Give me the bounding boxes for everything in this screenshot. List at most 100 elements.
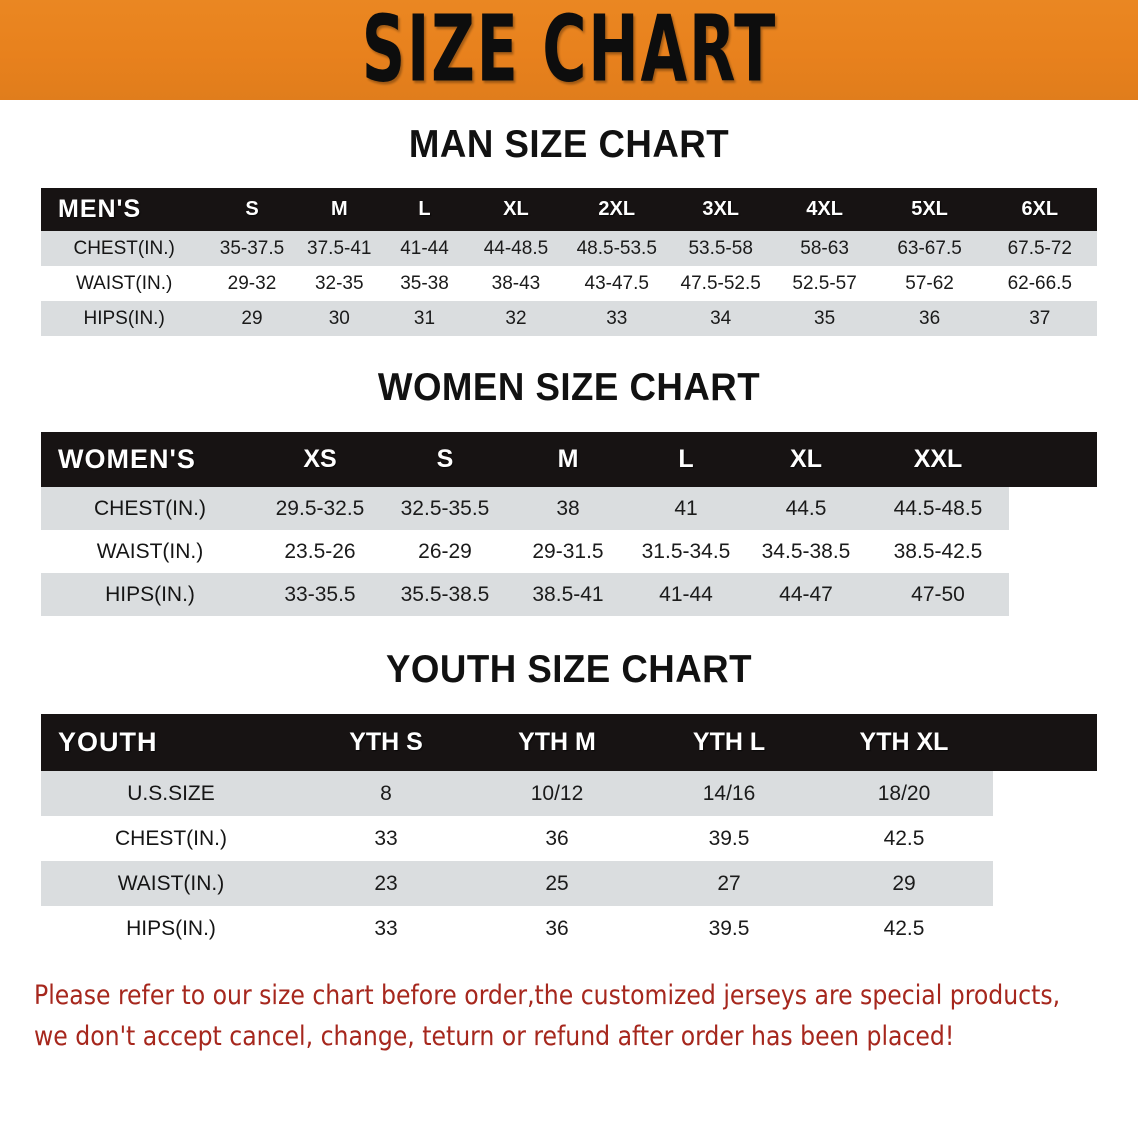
row-label-chest: CHEST(IN.) xyxy=(41,487,259,530)
col-header-yth-s: YTH S xyxy=(349,728,423,756)
cell: 67.5-72 xyxy=(982,231,1097,266)
cell: 38.5-42.5 xyxy=(867,530,1009,573)
col-header-xs: XS xyxy=(303,445,337,473)
row-label-us-size: U.S.SIZE xyxy=(41,771,301,816)
cell: 29-32 xyxy=(207,266,297,301)
cell: 38 xyxy=(509,487,627,530)
cell: 26-29 xyxy=(381,530,509,573)
cell: 18/20 xyxy=(815,771,993,816)
cell: 33-35.5 xyxy=(259,573,381,616)
page-title: SIZE CHART xyxy=(361,0,777,104)
cell: 39.5 xyxy=(643,906,815,951)
col-header-2xl: 2XL xyxy=(598,198,636,220)
table-row: HIPS(IN.) 33-35.5 35.5-38.5 38.5-41 41-4… xyxy=(41,573,1097,616)
disclaimer-line-2: we don't accept cancel, change, teturn o… xyxy=(34,1021,955,1053)
men-corner-label: MEN'S xyxy=(58,195,142,223)
table-row: CHEST(IN.) 33 36 39.5 42.5 xyxy=(41,816,1097,861)
col-header-s: S xyxy=(436,445,454,473)
col-header-yth-xl: YTH XL xyxy=(859,728,949,756)
cell: 25 xyxy=(471,861,643,906)
cell: 47-50 xyxy=(867,573,1009,616)
col-header-4xl: 4XL xyxy=(806,198,843,220)
cell: 30 xyxy=(296,301,382,336)
cell: 29.5-32.5 xyxy=(259,487,381,530)
col-header-m: M xyxy=(330,198,348,220)
table-header-row: WOMEN'S XS S M L XL XXL xyxy=(41,432,1097,487)
cell-spacer xyxy=(993,861,1097,906)
cell-spacer xyxy=(993,906,1097,951)
cell-spacer xyxy=(1009,530,1097,573)
man-size-table: MEN'S S M L XL 2XL 3XL 4XL 5XL 6XL CHEST… xyxy=(41,188,1097,336)
cell: 33 xyxy=(301,906,471,951)
col-header-l: L xyxy=(418,198,431,220)
table-header-row: MEN'S S M L XL 2XL 3XL 4XL 5XL 6XL xyxy=(41,188,1097,231)
cell: 48.5-53.5 xyxy=(564,231,669,266)
row-label-hips: HIPS(IN.) xyxy=(41,906,301,951)
col-header-6xl: 6XL xyxy=(1021,198,1059,220)
cell: 35-37.5 xyxy=(207,231,297,266)
row-label-waist: WAIST(IN.) xyxy=(41,861,301,906)
cell-spacer xyxy=(1009,487,1097,530)
cell: 44-47 xyxy=(745,573,867,616)
row-label-chest: CHEST(IN.) xyxy=(41,816,301,861)
table-row: CHEST(IN.) 29.5-32.5 32.5-35.5 38 41 44.… xyxy=(41,487,1097,530)
cell: 47.5-52.5 xyxy=(668,266,773,301)
cell: 58-63 xyxy=(772,231,877,266)
row-label-waist: WAIST(IN.) xyxy=(41,266,208,301)
table-row: U.S.SIZE 8 10/12 14/16 18/20 xyxy=(41,771,1097,816)
cell: 35-38 xyxy=(381,266,468,301)
cell: 38-43 xyxy=(467,266,565,301)
col-header-s: S xyxy=(245,198,259,220)
cell: 41 xyxy=(627,487,745,530)
youth-size-table: YOUTH YTH S YTH M YTH L YTH XL U.S.SIZE … xyxy=(41,714,1097,951)
cell: 31.5-34.5 xyxy=(627,530,745,573)
col-header-xl: XL xyxy=(503,198,529,220)
row-label-waist: WAIST(IN.) xyxy=(41,530,259,573)
page-banner: SIZE CHART xyxy=(0,0,1138,100)
cell: 32.5-35.5 xyxy=(381,487,509,530)
col-header-m: M xyxy=(557,445,579,473)
cell: 42.5 xyxy=(815,816,993,861)
cell: 14/16 xyxy=(643,771,815,816)
cell: 31 xyxy=(381,301,468,336)
cell: 52.5-57 xyxy=(772,266,877,301)
cell: 57-62 xyxy=(876,266,983,301)
cell: 29 xyxy=(815,861,993,906)
col-header-xl: XL xyxy=(790,445,822,473)
cell: 29-31.5 xyxy=(509,530,627,573)
cell-spacer xyxy=(993,816,1097,861)
disclaimer-line-1: Please refer to our size chart before or… xyxy=(34,980,1061,1011)
women-section-title: WOMEN SIZE CHART xyxy=(377,366,761,409)
table-row: CHEST(IN.) 35-37.5 37.5-41 41-44 44-48.5… xyxy=(41,231,1097,266)
row-label-hips: HIPS(IN.) xyxy=(41,301,208,336)
cell: 33 xyxy=(564,301,669,336)
cell: 39.5 xyxy=(643,816,815,861)
col-header-xxl: XXL xyxy=(913,445,963,473)
cell-spacer xyxy=(993,771,1097,816)
col-header-3xl: 3XL xyxy=(702,198,740,220)
col-header-5xl: 5XL xyxy=(911,198,948,220)
cell: 41-44 xyxy=(381,231,468,266)
col-header-yth-m: YTH M xyxy=(518,728,596,756)
youth-section-title: YOUTH SIZE CHART xyxy=(386,648,752,691)
cell: 38.5-41 xyxy=(509,573,627,616)
cell: 44.5 xyxy=(745,487,867,530)
cell: 36 xyxy=(876,301,983,336)
cell: 8 xyxy=(301,771,471,816)
cell: 23 xyxy=(301,861,471,906)
disclaimer-note: Please refer to our size chart before or… xyxy=(34,975,1072,1057)
cell: 27 xyxy=(643,861,815,906)
table-row: WAIST(IN.) 29-32 32-35 35-38 38-43 43-47… xyxy=(41,266,1097,301)
table-row: HIPS(IN.) 29 30 31 32 33 34 35 36 37 xyxy=(41,301,1097,336)
cell: 53.5-58 xyxy=(668,231,773,266)
cell: 44-48.5 xyxy=(467,231,565,266)
cell: 32-35 xyxy=(296,266,382,301)
cell: 36 xyxy=(471,906,643,951)
youth-corner-label: YOUTH xyxy=(58,727,158,757)
cell-spacer xyxy=(1009,573,1097,616)
cell: 10/12 xyxy=(471,771,643,816)
table-row: WAIST(IN.) 23 25 27 29 xyxy=(41,861,1097,906)
table-row: WAIST(IN.) 23.5-26 26-29 29-31.5 31.5-34… xyxy=(41,530,1097,573)
cell: 43-47.5 xyxy=(564,266,669,301)
cell: 32 xyxy=(467,301,565,336)
